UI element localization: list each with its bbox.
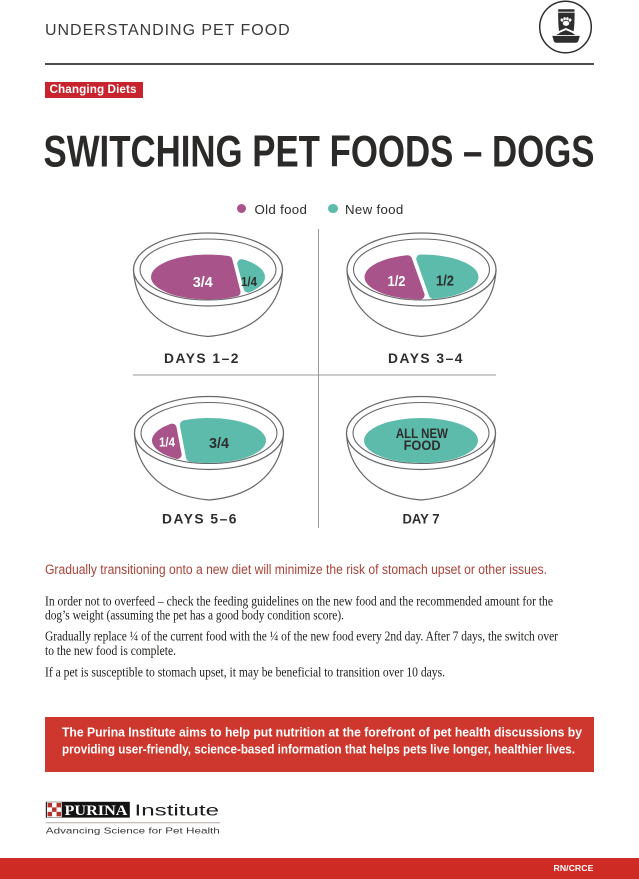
svg-text:1/2: 1/2 <box>436 273 454 290</box>
svg-text:In order not to overfeed – che: In order not to overfeed – check the fee… <box>45 594 553 609</box>
svg-text:3/4: 3/4 <box>193 274 214 291</box>
svg-text:3/4: 3/4 <box>209 435 230 452</box>
svg-text:1/2: 1/2 <box>388 273 406 290</box>
svg-text:FOOD: FOOD <box>404 438 441 453</box>
svg-text:The Purina Institute aims to h: The Purina Institute aims to help put nu… <box>62 725 583 740</box>
svg-text:1/4: 1/4 <box>241 275 257 289</box>
svg-text:PURINA: PURINA <box>65 803 128 819</box>
svg-text:ALL NEW: ALL NEW <box>396 426 448 441</box>
svg-text:SWITCHING PET FOODS – DOGS: SWITCHING PET FOODS – DOGS <box>44 127 595 176</box>
svg-text:Institute: Institute <box>135 803 220 820</box>
svg-text:DAYS 5–6: DAYS 5–6 <box>162 511 238 526</box>
svg-text:providing user-friendly, scien: providing user-friendly, science-based i… <box>62 742 575 757</box>
svg-text:Gradually transitioning onto a: Gradually transitioning onto a new diet … <box>45 562 547 577</box>
svg-text:DAYS 3–4: DAYS 3–4 <box>388 351 464 366</box>
svg-text:1/4: 1/4 <box>159 436 175 450</box>
svg-text:DAY 7: DAY 7 <box>403 511 440 526</box>
svg-text:Advancing Science for Pet Heal: Advancing Science for Pet Health <box>46 826 220 835</box>
svg-text:dog’s weight (assuming the pet: dog’s weight (assuming the pet has a goo… <box>45 608 344 623</box>
svg-text:to the new food is complete.: to the new food is complete. <box>45 643 176 658</box>
svg-text:Gradually replace ¼ of the cur: Gradually replace ¼ of the current food … <box>45 629 559 644</box>
svg-text:DAYS 1–2: DAYS 1–2 <box>164 351 240 366</box>
svg-text:If a pet is susceptible to sto: If a pet is susceptible to stomach upset… <box>45 665 445 680</box>
